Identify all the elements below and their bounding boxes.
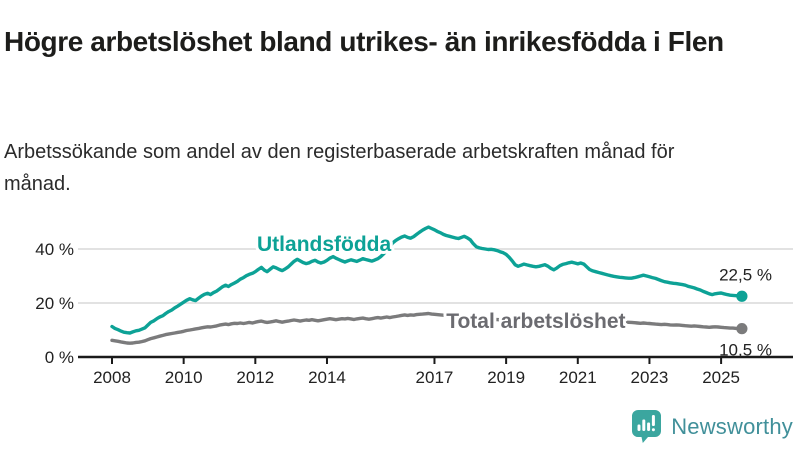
y-tick-label: 0 % [45,348,74,367]
x-tick-label: 2021 [559,368,597,387]
end-value-label-total: 10,5 % [719,341,772,360]
x-tick-label: 2012 [236,368,274,387]
x-tick-label: 2008 [93,368,131,387]
page-title: Högre arbetslöshet bland utrikes- än inr… [4,25,724,57]
newsworthy-wordmark: Newsworthy [671,413,793,439]
series-line-utlandsfodda [110,225,744,335]
series-label-utlandsfodda: Utlandsfödda [257,233,391,256]
x-tick-label: 2019 [487,368,525,387]
y-tick-label: 20 % [35,294,74,313]
series-end-dot-total [736,323,748,335]
end-value-label-utlandsfodda: 22,5 % [719,265,772,284]
x-tick-label: 2014 [308,368,346,387]
newsworthy-speech-bubble-bar-chart-icon [632,410,662,443]
x-tick-label: 2010 [165,368,203,387]
newsworthy-logo[interactable]: Newsworthy [631,409,793,444]
x-tick-label: 2023 [631,368,669,387]
series-end-dot-utlandsfodda [736,290,748,302]
unemployment-line-chart: 2008 2010 2012 2014 2017 2019 2021 2023 2025 0 % 2… [35,225,793,387]
chart-subtitle: Arbetssökande som andel av den registerb… [4,141,675,195]
y-tick-label: 40 % [35,240,74,259]
series-label-total: Total arbetslöshet [446,310,625,333]
x-tick-label: 2025 [702,368,740,387]
x-tick-label: 2017 [416,368,454,387]
series-line-total [110,311,744,345]
